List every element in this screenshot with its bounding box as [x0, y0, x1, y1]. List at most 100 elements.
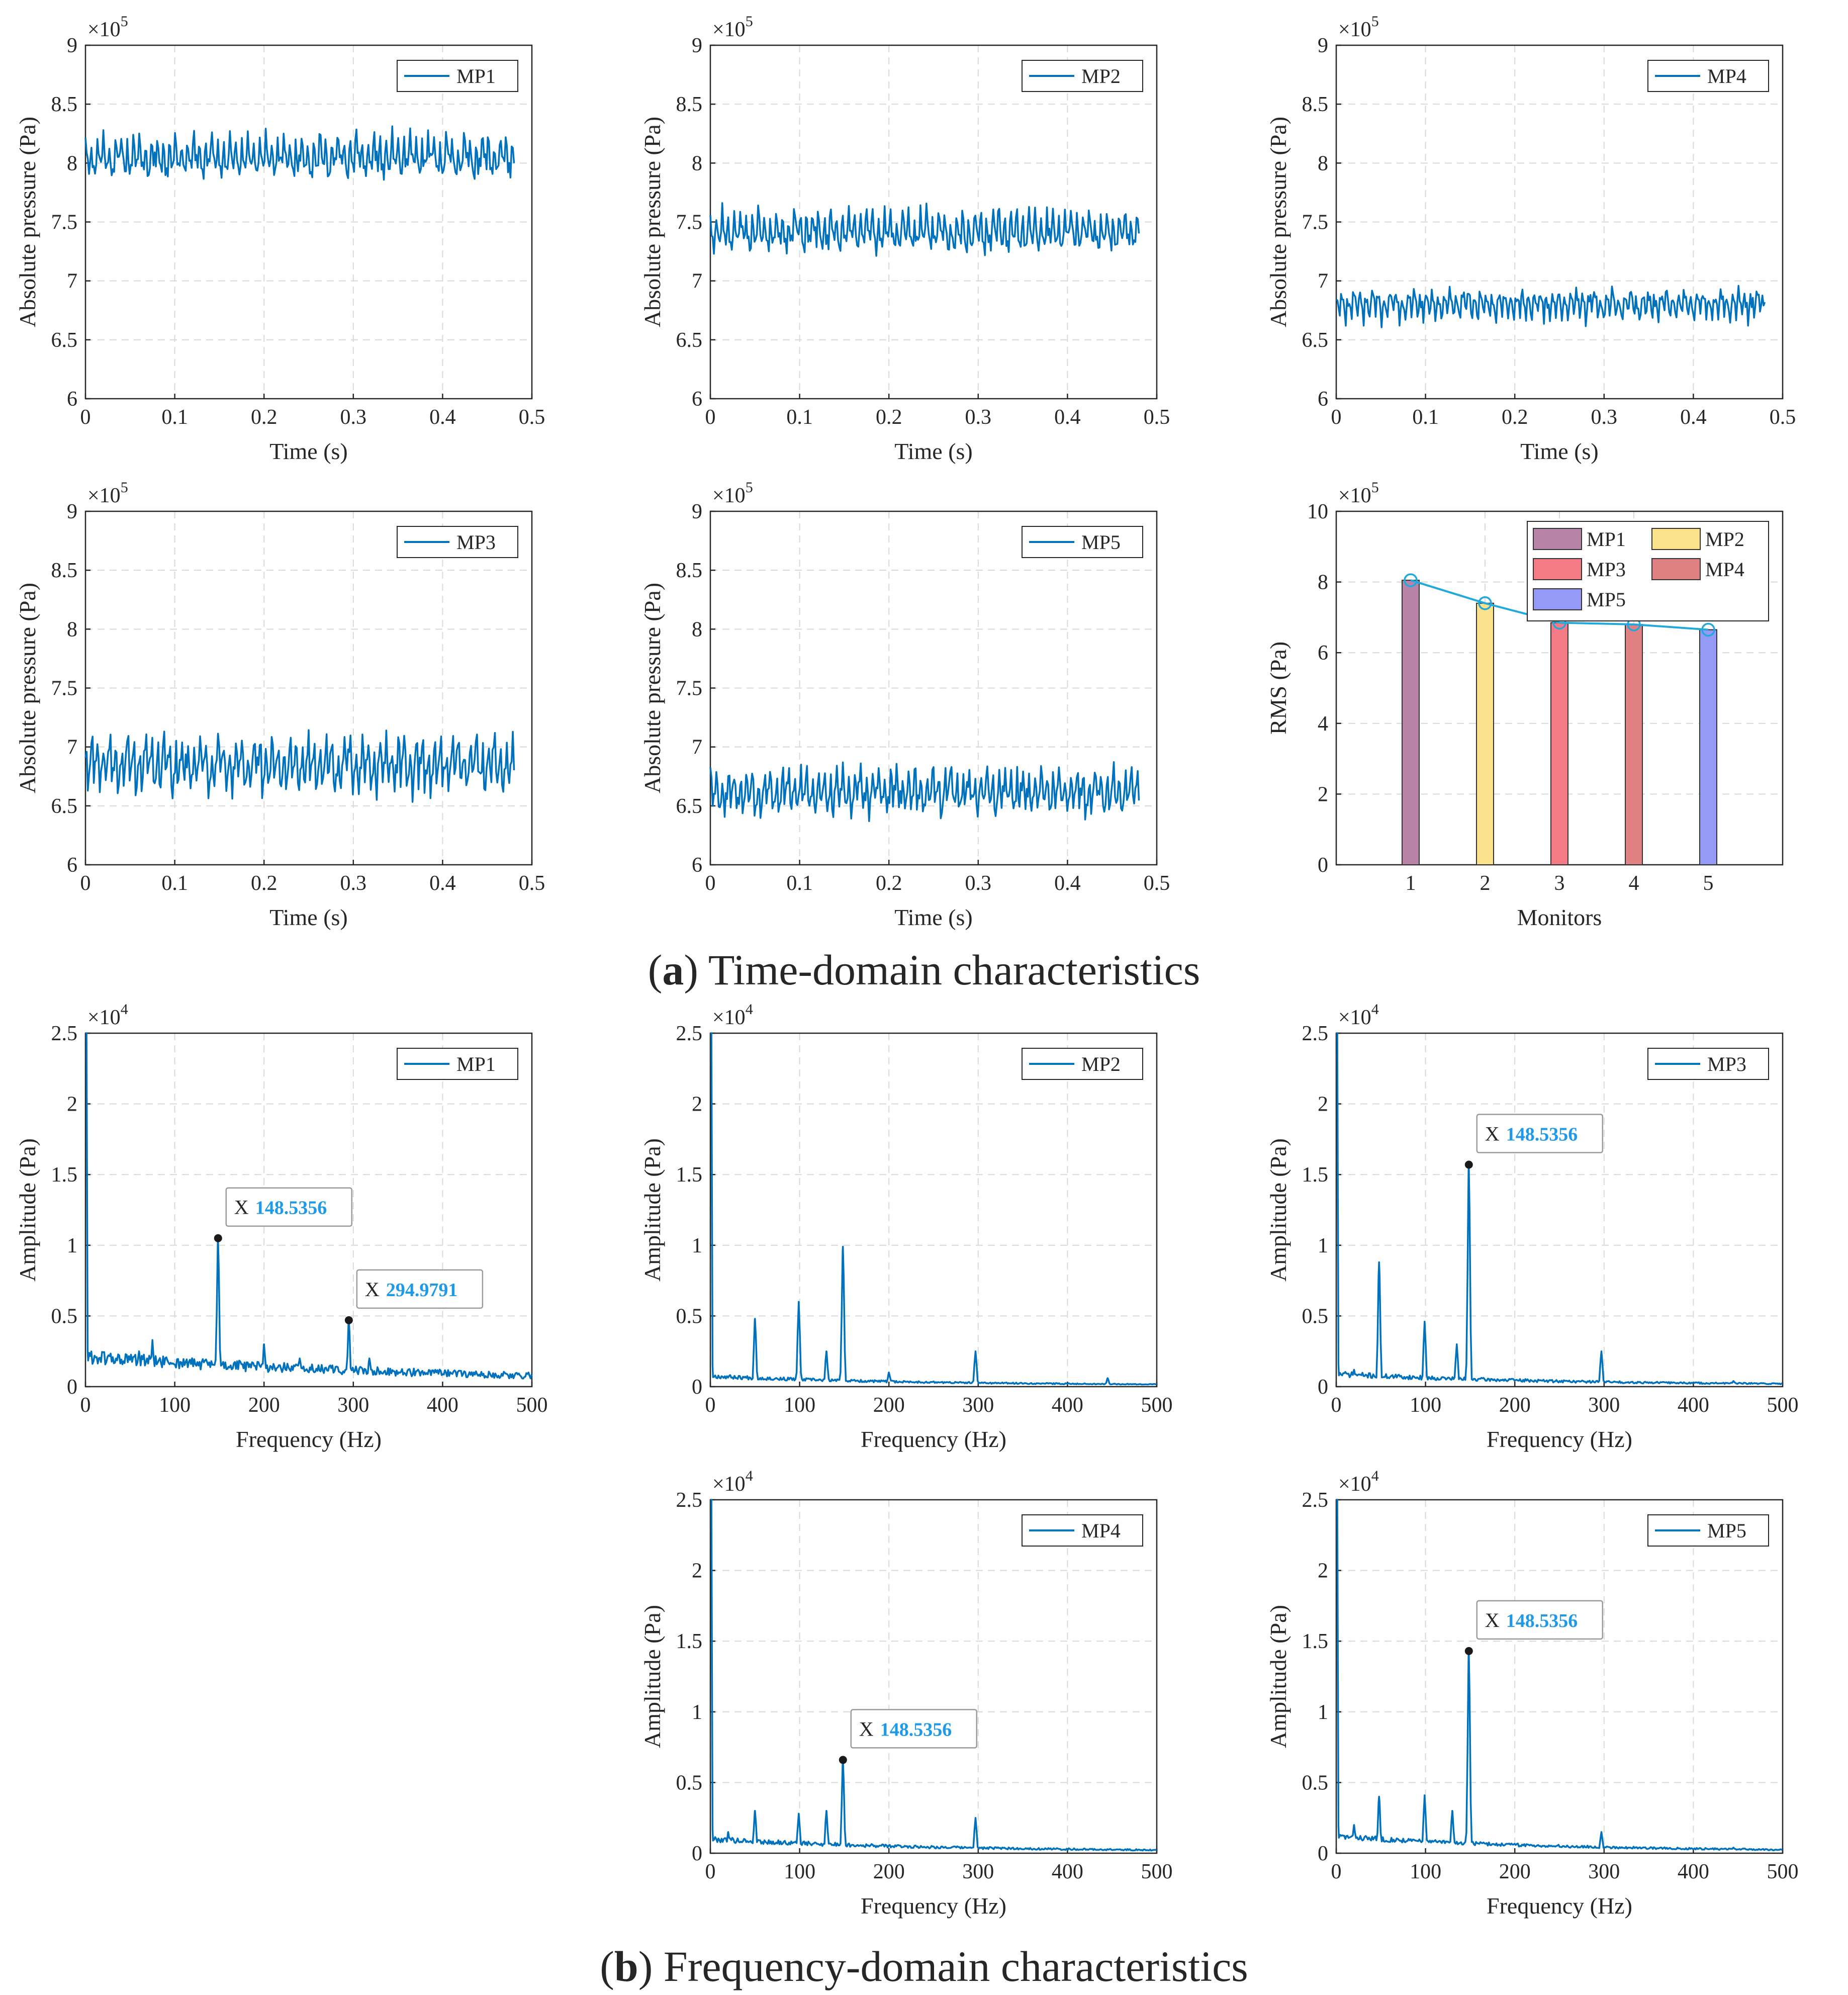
datatip-label: X: [365, 1278, 380, 1301]
x-tick-label: 3: [1554, 872, 1565, 895]
axis-exponent: ×104: [1338, 1001, 1379, 1029]
chart-freq-mp4: 0 100 200 300 400 500 0 0.5 1 1.5 2 2.5 ×104 Frequenc…: [639, 1468, 1173, 1919]
y-axis-label: Amplitude (Pa): [1265, 1138, 1291, 1282]
datatip-value: 294.9791: [386, 1280, 458, 1301]
x-tick-label: 0.2: [251, 872, 278, 895]
x-tick-label: 1: [1406, 872, 1416, 895]
chart-time-mp2: 0 0.1 0.2 0.3 0.4 0.5 6 6.5 7 7.5 8 8.5 9 ×105 Time (s…: [639, 13, 1170, 464]
x-tick-label: 0: [80, 872, 91, 895]
axis-exponent-power: 5: [121, 479, 128, 496]
y-tick-label: 6.5: [51, 329, 78, 352]
y-axis-label: Absolute pressure (Pa): [639, 117, 665, 327]
y-tick-label: 8.5: [676, 93, 703, 116]
x-tick-label: 500: [516, 1394, 548, 1417]
x-tick-label: 4: [1629, 872, 1639, 895]
y-tick-label: 1.5: [1302, 1163, 1329, 1187]
x-tick-label: 0.3: [965, 872, 992, 895]
y-tick-label: 6: [1318, 388, 1328, 411]
x-tick-label: 0.5: [1770, 406, 1796, 429]
y-tick-label: 6.5: [676, 795, 703, 818]
y-tick-label: 9: [67, 500, 77, 523]
y-tick-label: 1.5: [1302, 1630, 1329, 1653]
y-tick-label: 2: [1318, 1560, 1328, 1583]
x-tick-label: 0: [705, 872, 716, 895]
x-tick-label: 0.5: [1144, 406, 1170, 429]
x-tick-label: 0: [1331, 1394, 1342, 1417]
axis-exponent: ×105: [87, 479, 128, 507]
y-tick-label: 8: [1318, 571, 1328, 594]
y-tick-label: 7.5: [51, 211, 78, 234]
axis-exponent: ×104: [1338, 1468, 1379, 1496]
y-tick-label: 1: [67, 1234, 77, 1257]
y-tick-label: 8.5: [676, 559, 703, 582]
y-tick-label: 1.5: [51, 1163, 78, 1187]
y-tick-label: 7.5: [676, 211, 703, 234]
x-tick-label: 0: [80, 1394, 91, 1417]
legend-label-mp4: MP4: [1705, 558, 1744, 581]
x-axis-label: Time (s): [894, 904, 973, 930]
legend-label-mp1: MP1: [1587, 528, 1626, 551]
y-tick-label: 7.5: [1302, 211, 1329, 234]
x-tick-label: 0: [1331, 1860, 1342, 1883]
datatip-label: X: [1485, 1123, 1500, 1145]
axis-exponent-power: 5: [1371, 13, 1379, 30]
x-tick-label: 0.3: [965, 406, 992, 429]
y-tick-label: 6.5: [676, 329, 703, 352]
bar-mp2: [1476, 602, 1494, 865]
plot-frame: [709, 1499, 1158, 1854]
axis-exponent: ×105: [87, 13, 128, 41]
legend-swatch-mp2: [1651, 528, 1701, 550]
x-tick-label: 0: [705, 406, 716, 429]
series-line-mp3: [1336, 1032, 1783, 1385]
caption-a-text: Time-domain characteristics: [708, 946, 1200, 994]
caption-b-text: Frequency-domain characteristics: [664, 1942, 1248, 1990]
x-tick-label: 200: [873, 1394, 905, 1417]
x-tick-label: 0.2: [876, 872, 902, 895]
axis-exponent-base: ×10: [712, 484, 746, 507]
axis-exponent-power: 5: [121, 13, 128, 30]
x-tick-label: 0.4: [1680, 406, 1707, 429]
x-tick-label: 0.3: [340, 872, 367, 895]
series-line-mp1: [84, 125, 515, 181]
y-tick-label: 0: [67, 1376, 77, 1399]
y-tick-label: 6.5: [51, 795, 78, 818]
datatip-marker: [1464, 1647, 1473, 1655]
x-tick-label: 0.3: [1591, 406, 1618, 429]
x-tick-label: 200: [873, 1860, 905, 1883]
legend-label: MP2: [1081, 65, 1121, 87]
y-tick-label: 0: [692, 1842, 702, 1865]
axis-exponent-base: ×10: [87, 18, 121, 41]
axis-exponent-base: ×10: [712, 1473, 746, 1496]
axis-exponent-base: ×10: [1338, 18, 1371, 41]
axis-exponent-base: ×10: [1338, 484, 1371, 507]
series-line-mp2: [710, 1032, 1157, 1386]
datatip-box: [1476, 1114, 1604, 1153]
chart-time-mp1: 0 0.1 0.2 0.3 0.4 0.5 6 6.5 7 7.5 8 8.5 9 ×105 Time (s…: [15, 13, 545, 464]
x-axis-label: Frequency (Hz): [861, 1426, 1006, 1452]
y-tick-label: 0.5: [51, 1305, 78, 1328]
axis-exponent: ×105: [712, 479, 753, 507]
y-axis-label: RMS (Pa): [1265, 642, 1291, 735]
series-line-mp5: [1336, 1499, 1783, 1851]
y-tick-label: 1: [1318, 1701, 1328, 1724]
y-tick-label: 4: [1318, 712, 1328, 736]
datatip-box: [225, 1187, 353, 1227]
datatip-box: [1476, 1600, 1604, 1640]
y-axis-label: Absolute pressure (Pa): [639, 583, 665, 793]
y-tick-label: 2: [1318, 1093, 1328, 1116]
y-axis-label: Absolute pressure (Pa): [15, 117, 40, 327]
x-axis-label: Monitors: [1517, 904, 1602, 930]
x-tick-label: 300: [1588, 1394, 1620, 1417]
plot-frame: [1335, 1499, 1784, 1854]
y-tick-label: 0.5: [676, 1771, 703, 1794]
axis-exponent: ×104: [87, 1001, 128, 1029]
legend-swatch-mp4: [1651, 558, 1701, 580]
rms-point: [1478, 596, 1492, 610]
datatip-box: [356, 1269, 484, 1309]
datatip-label: X: [234, 1196, 249, 1219]
series-line-mp4: [710, 1499, 1157, 1852]
y-axis-label: Amplitude (Pa): [639, 1605, 665, 1748]
y-tick-label: 9: [692, 34, 702, 57]
chart-time-mp4: 0 0.1 0.2 0.3 0.4 0.5 6 6.5 7 7.5 8 8.5 9 ×105 Time (s…: [1265, 13, 1796, 464]
